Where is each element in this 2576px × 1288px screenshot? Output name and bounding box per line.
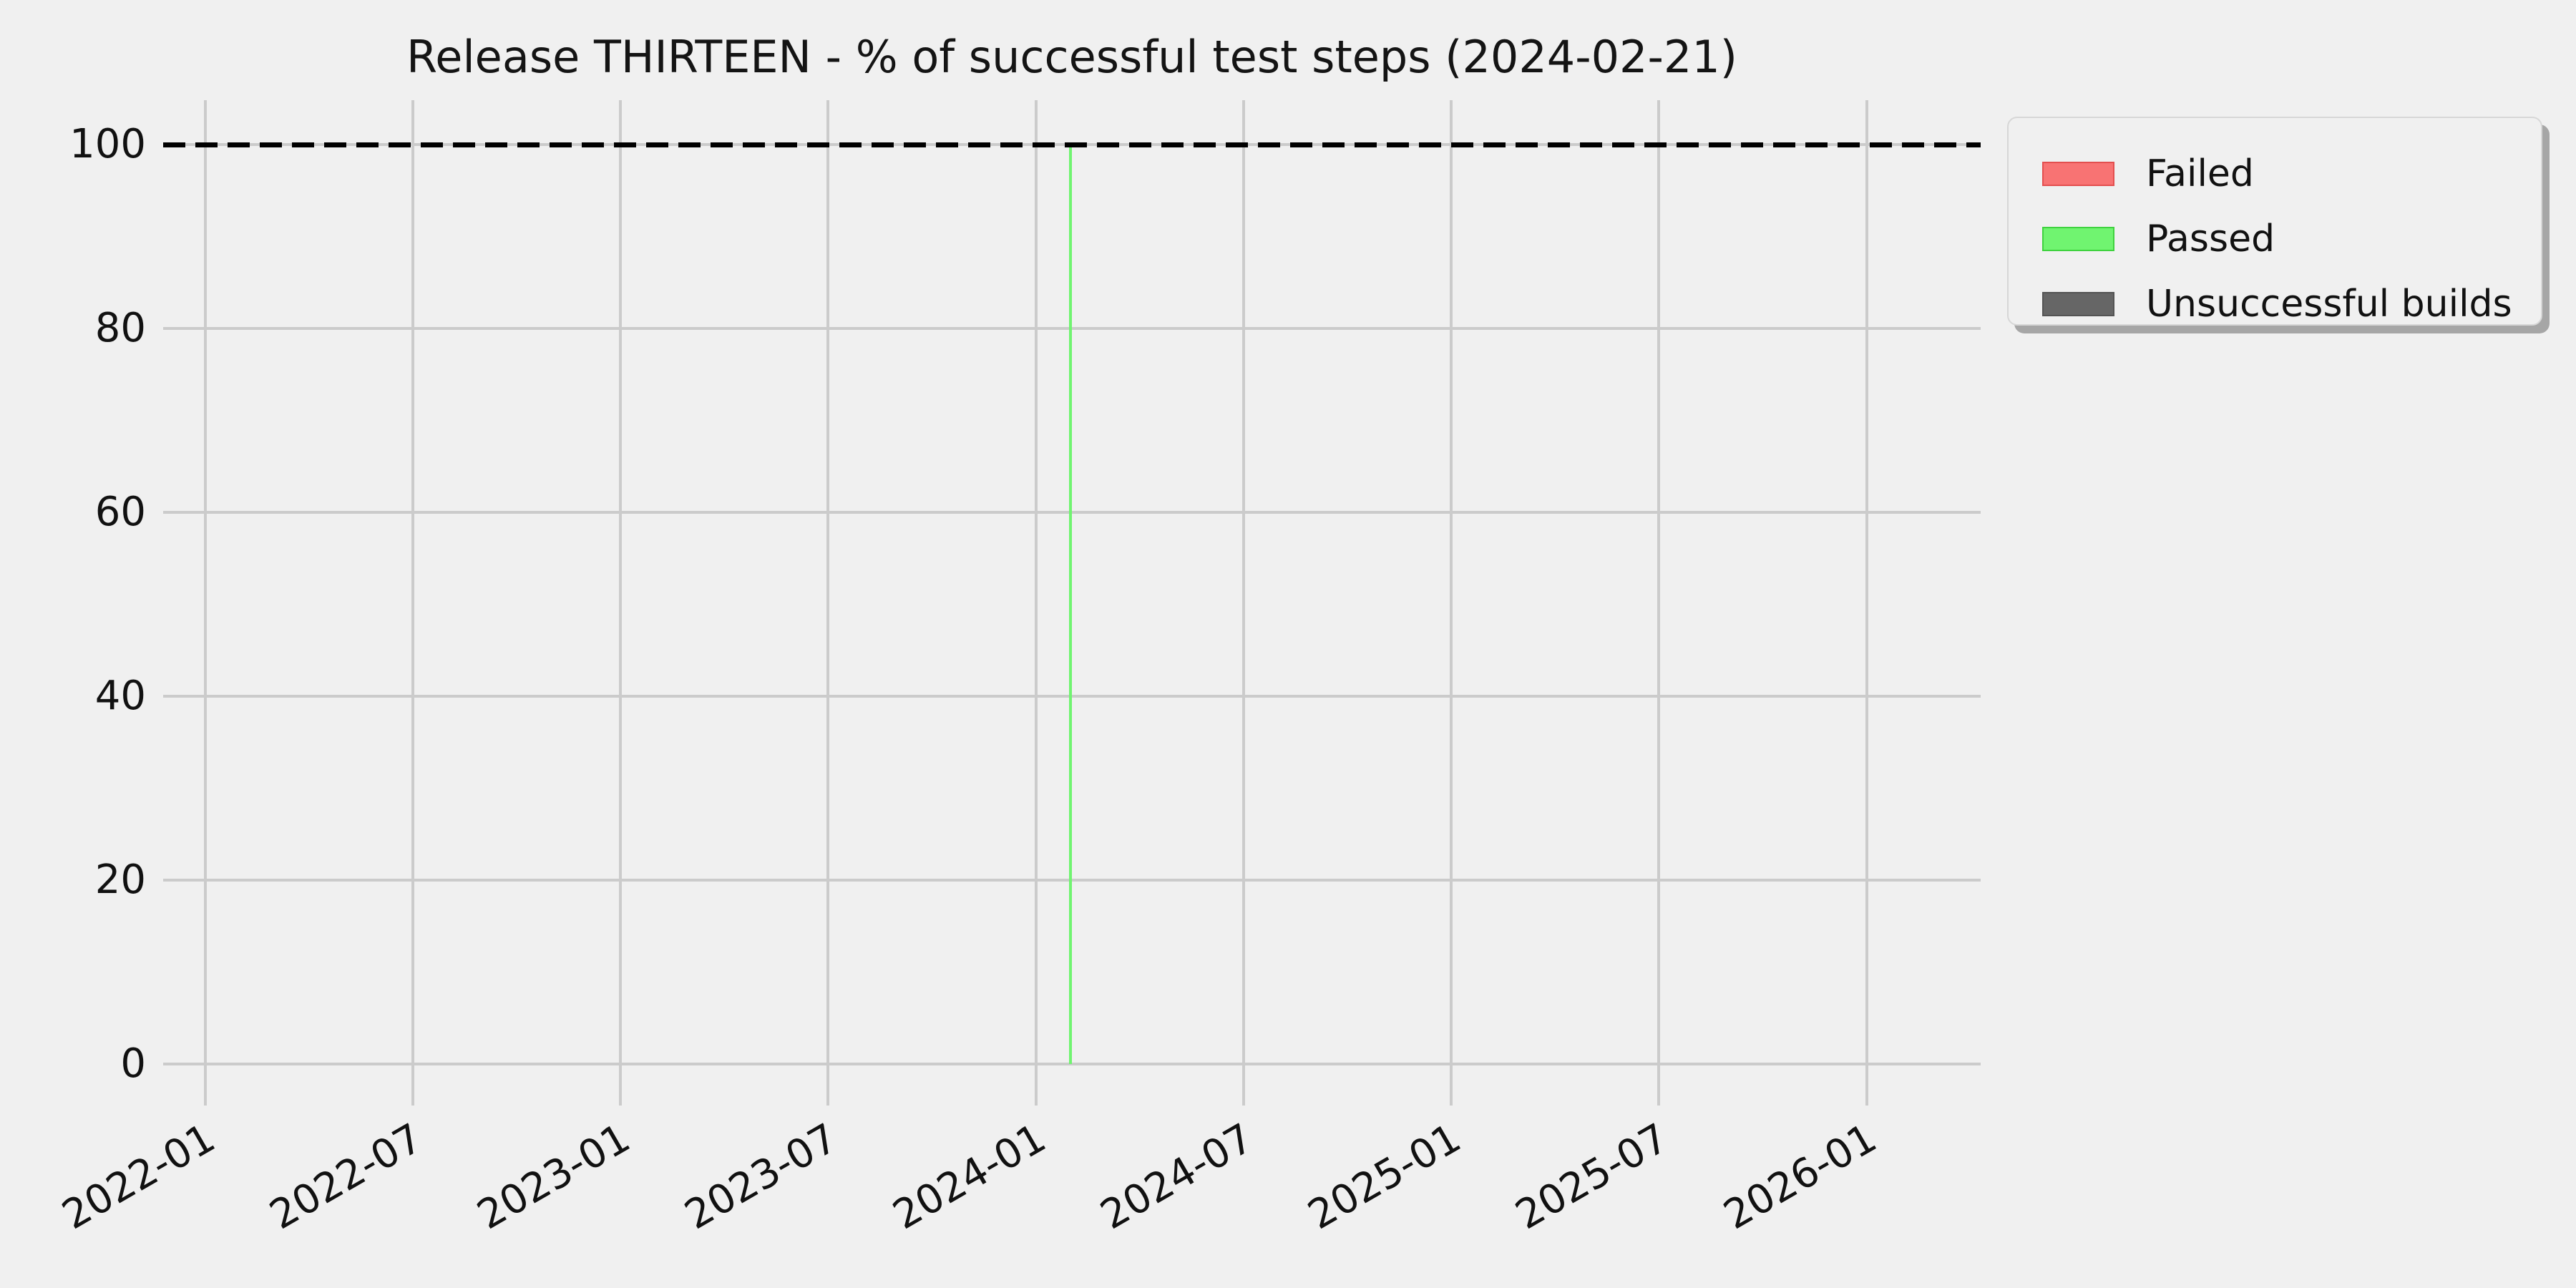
gridline-x-2026-01 [1865,100,1868,1106]
gridline-x-2023-07 [826,100,830,1106]
legend-swatch-passed [2042,227,2114,251]
legend-swatch-failed [2042,162,2114,186]
chart-title: Release THIRTEEN - % of successful test … [406,31,1737,83]
legend-item-unsuccessful-builds: Unsuccessful builds [2042,286,2541,323]
x-tick-label-2025-01: 2025-01 [1300,1115,1469,1239]
gridline-x-2024-01 [1034,100,1038,1106]
y-tick-label-80: 80 [94,304,146,351]
gridline-x-2022-07 [411,100,414,1106]
legend-label-unsuccessful-builds: Unsuccessful builds [2146,283,2512,326]
y-tick-label-0: 0 [120,1040,146,1088]
legend-item-failed: Failed [2042,155,2541,192]
y-tick-label-60: 60 [94,488,146,535]
gridline-y-0 [163,1063,1981,1066]
x-tick-label-2023-01: 2023-01 [469,1115,638,1239]
gridline-x-2023-01 [619,100,623,1106]
gridline-x-2022-01 [203,100,207,1106]
legend-item-passed: Passed [2042,220,2541,258]
y-tick-label-100: 100 [69,120,146,167]
legend-swatch-unsuccessful-builds [2042,292,2114,316]
x-tick-label-2023-07: 2023-07 [677,1115,846,1239]
y-tick-label-40: 40 [94,672,146,719]
gridline-y-80 [163,326,1981,330]
y-tick-label-20: 20 [94,857,146,904]
x-tick-label-2024-01: 2024-01 [884,1115,1054,1239]
legend-label-failed: Failed [2146,152,2254,195]
gridline-y-40 [163,694,1981,698]
plot-area [163,100,1981,1106]
x-tick-label-2025-07: 2025-07 [1508,1115,1677,1239]
gridline-y-20 [163,879,1981,882]
x-tick-label-2026-01: 2026-01 [1715,1115,1885,1239]
x-tick-label-2022-01: 2022-01 [54,1115,223,1239]
gridline-x-2025-01 [1450,100,1453,1106]
gridline-x-2025-07 [1657,100,1661,1106]
legend-label-passed: Passed [2146,218,2275,260]
legend-box: Failed Passed Unsuccessful builds [2007,117,2542,326]
gridline-x-2024-07 [1241,100,1245,1106]
x-tick-label-2022-07: 2022-07 [262,1115,431,1239]
x-tick-label-2024-07: 2024-07 [1093,1115,1262,1239]
reference-line-100 [163,142,1981,147]
gridline-y-60 [163,510,1981,514]
bar-passed-2024-02-01 [1068,144,1072,1065]
